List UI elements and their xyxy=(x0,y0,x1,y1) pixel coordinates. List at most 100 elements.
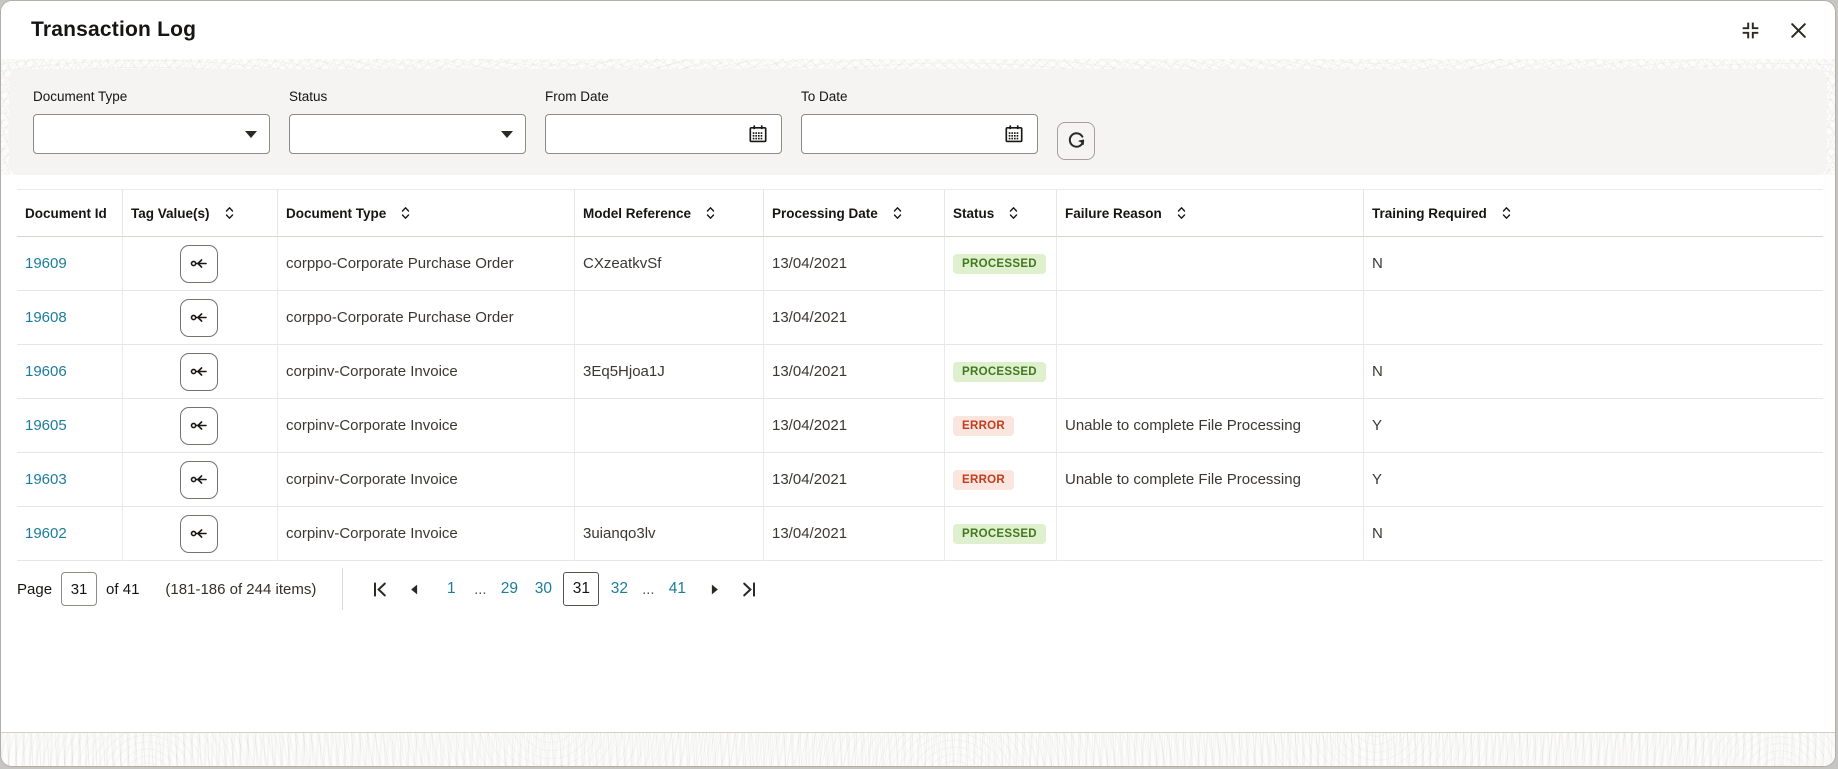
sort-icon[interactable] xyxy=(1176,205,1187,221)
status-badge: PROCESSED xyxy=(953,253,1046,274)
sort-icon[interactable] xyxy=(705,205,716,221)
sort-icon[interactable] xyxy=(1501,205,1512,221)
training-required-cell: N xyxy=(1364,345,1823,399)
table-row: 19602 corpinv-Corporate Invoice 3uianqo3… xyxy=(17,507,1823,561)
column-header[interactable]: Training Required xyxy=(1364,189,1823,237)
header-divider-strip xyxy=(1,59,1835,69)
refresh-icon[interactable] xyxy=(1057,122,1095,160)
failure-reason-cell xyxy=(1057,345,1364,399)
tag-icon xyxy=(190,525,209,542)
first-page-icon[interactable] xyxy=(363,572,397,606)
training-required-cell: N xyxy=(1364,507,1823,561)
status-badge: ERROR xyxy=(953,469,1015,490)
page-link[interactable]: 29 xyxy=(500,580,518,597)
model-reference-cell xyxy=(575,453,764,507)
page-link[interactable]: 41 xyxy=(668,580,686,597)
column-header-label: Processing Date xyxy=(772,205,878,221)
failure-reason-cell xyxy=(1057,237,1364,291)
column-header[interactable]: Failure Reason xyxy=(1057,189,1364,237)
failure-reason-cell xyxy=(1057,507,1364,561)
sort-icon[interactable] xyxy=(224,205,235,221)
dialog-header: Transaction Log xyxy=(1,1,1835,59)
column-header-label: Document Type xyxy=(286,205,387,221)
tag-values-button[interactable] xyxy=(180,406,218,445)
page-ellipsis: ... xyxy=(642,580,655,598)
document-id-link[interactable]: 19609 xyxy=(25,255,67,272)
training-required-cell: N xyxy=(1364,237,1823,291)
to-date-field: To Date xyxy=(801,89,1038,154)
previous-page-icon[interactable] xyxy=(397,572,431,606)
page-number-input[interactable] xyxy=(61,572,98,606)
document-type-select[interactable] xyxy=(33,114,270,154)
table-row: 19608 corppo-Corporate Purchase Order 13… xyxy=(17,291,1823,345)
document-id-link[interactable]: 19605 xyxy=(25,417,67,434)
to-date-input[interactable] xyxy=(801,114,1038,154)
document-type-cell: corpinv-Corporate Invoice xyxy=(278,345,575,399)
processing-date-cell: 13/04/2021 xyxy=(764,507,945,561)
collapse-icon[interactable] xyxy=(1735,15,1765,45)
page-label: Page xyxy=(17,580,53,598)
column-header[interactable]: Document Type xyxy=(278,189,575,237)
chevron-down-icon xyxy=(245,130,257,138)
column-header[interactable]: Model Reference xyxy=(575,189,764,237)
document-type-field: Document Type xyxy=(33,89,270,154)
processing-date-cell: 13/04/2021 xyxy=(764,237,945,291)
model-reference-cell xyxy=(575,291,764,345)
tag-values-button[interactable] xyxy=(180,298,218,337)
page-title: Transaction Log xyxy=(31,18,197,41)
document-type-cell: corppo-Corporate Purchase Order xyxy=(278,291,575,345)
tag-values-button[interactable] xyxy=(180,352,218,391)
training-required-cell: Y xyxy=(1364,399,1823,453)
tag-values-button[interactable] xyxy=(180,244,218,283)
last-page-icon[interactable] xyxy=(731,572,765,606)
document-id-link[interactable]: 19602 xyxy=(25,525,67,542)
bottom-pattern-strip xyxy=(1,732,1835,766)
from-date-input[interactable] xyxy=(545,114,782,154)
page-link[interactable]: 1 xyxy=(447,580,456,597)
tag-icon xyxy=(190,363,209,380)
document-type-label: Document Type xyxy=(33,89,128,104)
status-badge: PROCESSED xyxy=(953,523,1046,544)
page-link[interactable]: 30 xyxy=(534,580,552,597)
column-header[interactable]: Tag Value(s) xyxy=(123,189,278,237)
processing-date-cell: 13/04/2021 xyxy=(764,291,945,345)
document-type-cell: corpinv-Corporate Invoice xyxy=(278,453,575,507)
pagination-bar: Page of 41 (181-186 of 244 items) 1... 29… xyxy=(17,562,1819,616)
training-required-cell: Y xyxy=(1364,453,1823,507)
column-header[interactable]: Processing Date xyxy=(764,189,945,237)
document-id-link[interactable]: 19603 xyxy=(25,471,67,488)
column-header-label: Failure Reason xyxy=(1065,205,1162,221)
close-icon[interactable] xyxy=(1783,15,1813,45)
tag-icon xyxy=(190,309,209,326)
model-reference-cell: 3Eq5Hjoa1J xyxy=(575,345,764,399)
column-header[interactable]: Document Id xyxy=(17,189,123,237)
column-header-label: Tag Value(s) xyxy=(131,205,210,221)
document-id-link[interactable]: 19608 xyxy=(25,309,67,326)
sort-icon[interactable] xyxy=(1008,205,1019,221)
status-field: Status xyxy=(289,89,526,154)
column-header[interactable]: Status xyxy=(945,189,1057,237)
next-page-icon[interactable] xyxy=(697,572,731,606)
tag-values-button[interactable] xyxy=(180,514,218,553)
column-header-label: Model Reference xyxy=(583,205,692,221)
status-select[interactable] xyxy=(289,114,526,154)
table-row: 19605 corpinv-Corporate Invoice 13/04/20… xyxy=(17,399,1823,453)
sort-icon[interactable] xyxy=(400,205,411,221)
sort-icon[interactable] xyxy=(892,205,903,221)
tag-icon xyxy=(190,471,209,488)
document-id-link[interactable]: 19606 xyxy=(25,363,67,380)
failure-reason-cell xyxy=(1057,291,1364,345)
chevron-down-icon xyxy=(501,130,513,138)
model-reference-cell: 3uianqo3lv xyxy=(575,507,764,561)
current-page[interactable]: 31 xyxy=(563,572,600,606)
page-of-label: of 41 xyxy=(106,580,140,598)
calendar-icon[interactable] xyxy=(747,123,769,145)
calendar-icon[interactable] xyxy=(1003,123,1025,145)
status-badge: ERROR xyxy=(953,415,1015,436)
page-link[interactable]: 32 xyxy=(610,580,628,597)
tag-values-button[interactable] xyxy=(180,460,218,499)
column-header-label: Training Required xyxy=(1372,205,1487,221)
model-reference-cell: CXzeatkvSf xyxy=(575,237,764,291)
model-reference-cell xyxy=(575,399,764,453)
